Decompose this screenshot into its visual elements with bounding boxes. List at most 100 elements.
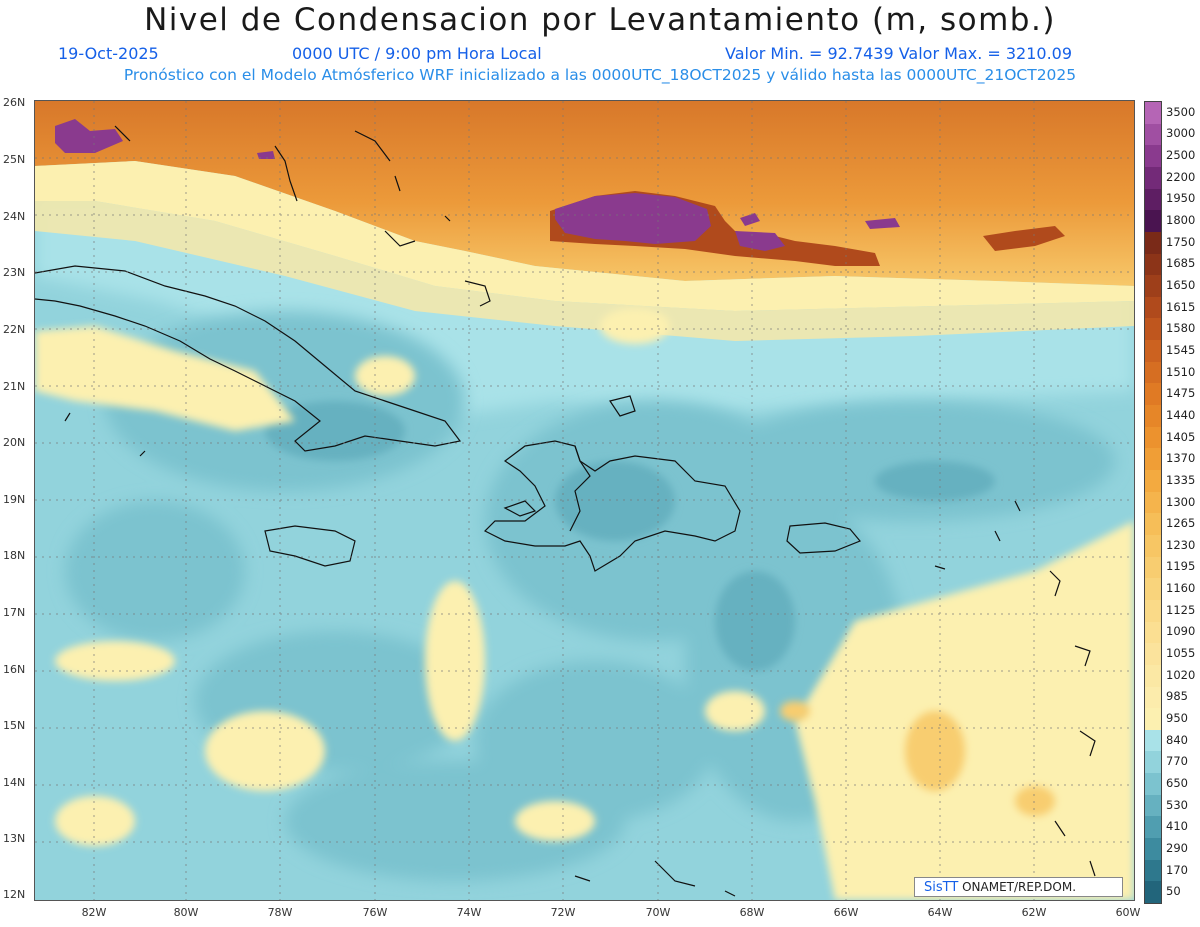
colorbar-swatch <box>1145 534 1161 558</box>
colorbar-swatch <box>1145 340 1161 363</box>
colorbar-label: 1650 <box>1166 278 1196 292</box>
colorbar-swatch <box>1145 405 1161 428</box>
colorbar-label: 1370 <box>1166 451 1196 466</box>
lon-label: 62W <box>1021 906 1047 919</box>
colorbar-label: 3000 <box>1166 126 1196 141</box>
chart-title: Nivel de Condensacion por Levantamiento … <box>144 2 1056 38</box>
colorbar-label: 1685 <box>1166 256 1196 271</box>
colorbar-swatch <box>1145 188 1161 211</box>
lat-label: 26N <box>3 96 26 109</box>
colorbar-swatch <box>1145 123 1161 146</box>
lat-label: 18N <box>3 549 26 562</box>
colorbar-swatch <box>1145 708 1161 731</box>
colorbar-label: 1545 <box>1166 342 1196 357</box>
colorbar-label: 1580 <box>1166 321 1196 336</box>
colorbar-label: 290 <box>1166 840 1188 855</box>
lat-label: 15N <box>3 719 26 732</box>
colorbar-swatch <box>1145 296 1161 319</box>
lat-label: 12N <box>3 888 26 901</box>
lon-label: 60W <box>1115 906 1141 919</box>
colorbar-label: 1800 <box>1166 213 1196 228</box>
colorbar-swatch <box>1145 686 1161 709</box>
model-info-line: Pronóstico con el Modelo Atmósferico WRF… <box>123 66 1077 84</box>
colorbar-swatch <box>1145 231 1161 255</box>
colorbar-label: 1750 <box>1166 234 1196 249</box>
colorbar-swatch <box>1145 751 1161 774</box>
colorbar-swatch <box>1145 773 1161 796</box>
colorbar-label: 985 <box>1166 689 1188 704</box>
lat-label: 17N <box>3 606 26 619</box>
lon-label: 76W <box>362 906 388 919</box>
colorbar-label: 840 <box>1166 732 1188 747</box>
credit-text: ONAMET/REP.DOM. <box>958 880 1077 894</box>
lat-label: 20N <box>3 436 26 449</box>
colorbar-label: 2500 <box>1166 148 1196 163</box>
colorbar-label: 1440 <box>1166 407 1196 422</box>
colorbar-label: 950 <box>1166 710 1188 725</box>
lon-label: 82W <box>81 906 107 919</box>
colorbar-swatch <box>1145 643 1161 666</box>
lat-label: 16N <box>3 663 26 676</box>
lon-label: 72W <box>550 906 576 919</box>
lon-label: 70W <box>645 906 671 919</box>
lon-label: 74W <box>456 906 482 919</box>
colorbar-label: 1300 <box>1166 494 1196 509</box>
colorbar-label: 770 <box>1166 754 1188 769</box>
colorbar-swatch <box>1145 729 1161 752</box>
lon-label: 80W <box>173 906 199 919</box>
colorbar-swatch <box>1145 102 1161 125</box>
colorbar-swatch <box>1145 253 1161 276</box>
colorbar-swatch <box>1145 838 1161 861</box>
lat-label: 25N <box>3 153 26 166</box>
colorbar-swatch <box>1145 816 1161 839</box>
colorbar-label: 1125 <box>1166 602 1196 617</box>
colorbar-swatch <box>1145 448 1161 471</box>
colorbar-label: 1195 <box>1166 559 1196 574</box>
colorbar-swatch <box>1145 599 1161 623</box>
colorbar-label: 1020 <box>1166 667 1196 682</box>
lat-label: 19N <box>3 493 26 506</box>
lat-label: 23N <box>3 266 26 279</box>
colorbar-label: 1265 <box>1166 516 1196 531</box>
min-max-values: Valor Min. = 92.7439 Valor Max. = 3210.0… <box>725 44 1073 63</box>
colorbar-swatch <box>1145 578 1161 601</box>
colorbar-swatch <box>1145 318 1161 341</box>
lat-label: 14N <box>3 776 26 789</box>
colorbar-label: 3500 <box>1166 104 1196 119</box>
colorbar-swatch <box>1145 145 1161 168</box>
lon-label: 68W <box>739 906 765 919</box>
forecast-time: 0000 UTC / 9:00 pm Hora Local <box>292 44 542 63</box>
credit-box: SisTT ONAMET/REP.DOM. <box>914 877 1123 897</box>
colorbar-swatch <box>1145 210 1161 233</box>
colorbar-swatch <box>1145 859 1161 882</box>
colorbar-label: 1475 <box>1166 386 1196 401</box>
lat-label: 13N <box>3 832 26 845</box>
lon-label: 64W <box>927 906 953 919</box>
colorbar-label: 2200 <box>1166 169 1196 184</box>
weather-map <box>35 101 1134 900</box>
colorbar-swatch <box>1145 881 1161 904</box>
colorbar-label: 1055 <box>1166 646 1196 661</box>
colorbar-swatch <box>1145 361 1161 384</box>
lat-label: 24N <box>3 210 26 223</box>
colorbar-label: 170 <box>1166 862 1188 877</box>
colorbar-label: 1090 <box>1166 624 1196 639</box>
lon-label: 78W <box>267 906 293 919</box>
colorbar-label: 650 <box>1166 775 1188 790</box>
colorbar-swatch <box>1145 794 1161 817</box>
colorbar-label: 1950 <box>1166 191 1196 206</box>
colorbar-label: 410 <box>1166 819 1188 834</box>
colorbar-swatch <box>1145 275 1161 298</box>
colorbar-label: 1510 <box>1166 364 1196 379</box>
colorbar-label: 1405 <box>1166 429 1196 444</box>
colorbar-label: 50 <box>1166 884 1181 899</box>
colorbar-label: 1335 <box>1166 472 1196 487</box>
colorbar-swatch <box>1145 166 1161 190</box>
lat-label: 21N <box>3 380 26 393</box>
colorbar-swatch <box>1145 426 1161 449</box>
lat-label: 22N <box>3 323 26 336</box>
colorbar-swatch <box>1145 556 1161 579</box>
colorbar-label: 1615 <box>1166 299 1196 314</box>
sistt-logo: SisTT <box>924 880 959 895</box>
forecast-date: 19-Oct-2025 <box>58 44 159 63</box>
